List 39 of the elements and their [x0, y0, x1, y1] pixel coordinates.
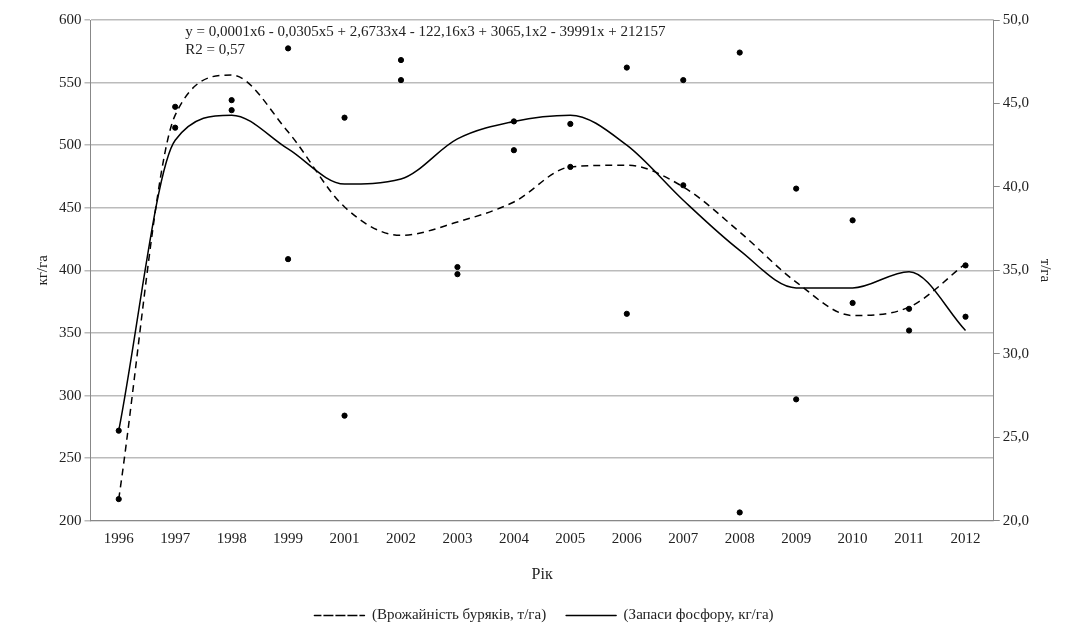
x-tick-label: 1996 — [103, 529, 135, 546]
y-tick-label: 200 — [59, 511, 82, 528]
legend-label: (Врожайність буряків, т/га) — [371, 606, 547, 624]
x-tick-label: 2002 — [385, 529, 416, 546]
y2-tick-label: 45,0 — [1002, 94, 1029, 111]
x-tick-label: 2010 — [837, 529, 868, 546]
y2-tick-label: 30,0 — [1002, 344, 1029, 361]
annotation: R2 = 0,57 — [185, 40, 246, 57]
x-tick-label: 2008 — [724, 529, 755, 546]
x-tick-label: 2009 — [781, 529, 812, 546]
x-tick-label: 2006 — [611, 529, 643, 546]
y-tick-label: 250 — [59, 449, 82, 466]
y-tick-label: 500 — [59, 136, 82, 153]
y-axis-title: кг/га — [33, 254, 50, 286]
x-tick-label: 2012 — [950, 529, 981, 546]
annotation: y = 0,0001x6 - 0,0305x5 + 2,6733x4 - 122,16x3 + 3065,1x2 - 39991x + 212157 — [185, 22, 666, 39]
y-tick-label: 350 — [59, 323, 82, 340]
y-tick-label: 450 — [59, 198, 82, 215]
x-tick-label: 2003 — [442, 529, 473, 546]
x-tick-label: 2001 — [329, 529, 360, 546]
y2-axis-title: т/га — [1038, 258, 1055, 283]
y2-tick-label: 50,0 — [1002, 10, 1029, 27]
x-tick-label: 1999 — [273, 529, 304, 546]
legend-label: (Запаси фосфору, кг/га) — [623, 606, 774, 624]
y2-tick-label: 20,0 — [1002, 511, 1029, 528]
y-tick-label: 300 — [59, 386, 82, 403]
x-tick-label: 2005 — [555, 529, 586, 546]
y2-tick-label: 25,0 — [1002, 428, 1029, 445]
x-tick-label: 1998 — [216, 529, 247, 546]
x-tick-label: 2004 — [498, 529, 530, 546]
y2-tick-label: 35,0 — [1002, 261, 1029, 278]
x-tick-label: 2007 — [668, 529, 699, 546]
x-tick-label: 1997 — [160, 529, 191, 546]
y-tick-label: 600 — [59, 10, 82, 27]
y-tick-label: 550 — [59, 73, 82, 90]
y-tick-label: 400 — [59, 261, 82, 278]
y2-tick-label: 40,0 — [1002, 177, 1029, 194]
x-axis-title: Рік — [531, 564, 553, 582]
x-tick-label: 2011 — [894, 529, 924, 546]
